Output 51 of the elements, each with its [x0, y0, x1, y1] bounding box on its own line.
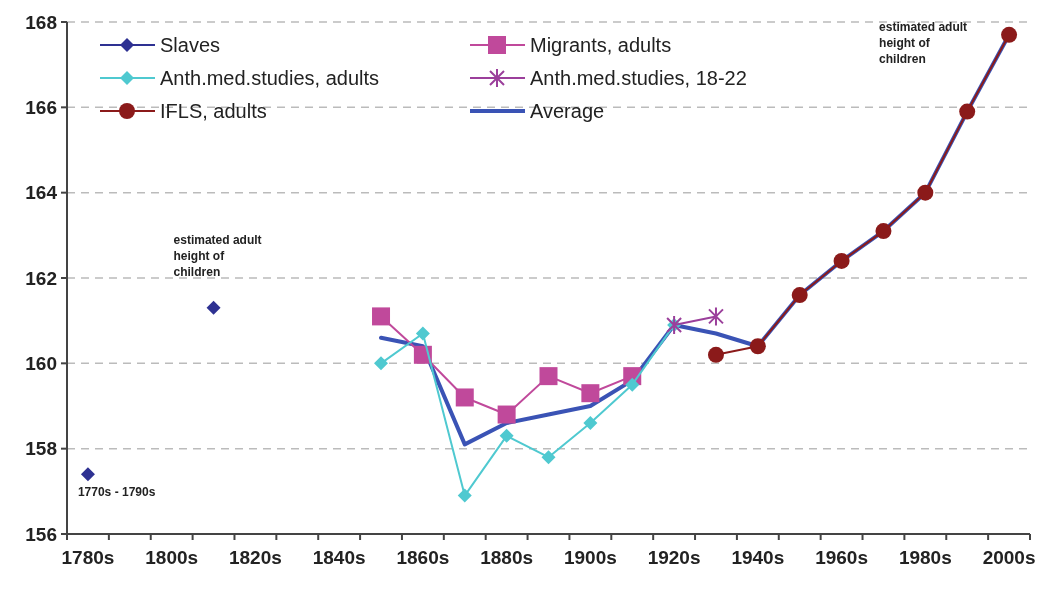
point [749, 338, 766, 355]
annotation: estimated adult height of children [173, 232, 262, 279]
x-tick-label: 2000s [982, 547, 1036, 568]
point [959, 103, 976, 120]
annotation: estimated adult height of children [879, 19, 968, 66]
y-tick-label: 162 [25, 267, 57, 289]
y-tick-label: 164 [25, 182, 58, 204]
point [1001, 26, 1018, 43]
x-tick-label: 1920s [647, 547, 701, 568]
x-tick-label: 1860s [396, 547, 450, 568]
y-tick-label: 160 [25, 352, 57, 374]
point [455, 388, 474, 407]
x-tick-label: 1820s [228, 547, 282, 568]
legend-label: Anth.med.studies, adults [160, 67, 380, 89]
point [497, 405, 516, 424]
x-tick-label: 1880s [480, 547, 534, 568]
point [80, 467, 95, 482]
point [875, 223, 892, 240]
legend-label: Slaves [160, 34, 221, 56]
x-tick-label: 1780s [61, 547, 115, 568]
point [372, 307, 391, 326]
x-tick-label: 1840s [312, 547, 366, 568]
point [707, 346, 724, 363]
annotation: 1770s - 1790s [77, 484, 156, 499]
point [917, 184, 934, 201]
y-tick-label: 168 [25, 11, 57, 33]
x-tick-label: 1940s [731, 547, 785, 568]
x-tick-label: 1800s [145, 547, 199, 568]
point [539, 367, 558, 386]
point [791, 287, 808, 304]
y-tick-label: 166 [25, 96, 57, 118]
point [583, 416, 598, 431]
point [833, 252, 850, 269]
y-tick-label: 156 [25, 523, 57, 545]
x-tick-label: 1900s [563, 547, 617, 568]
point [707, 306, 724, 327]
point [581, 384, 600, 403]
legend-label: Migrants, adults [530, 34, 672, 56]
point [206, 300, 221, 315]
point [415, 326, 430, 341]
legend-label: Anth.med.studies, 18-22 [530, 67, 747, 89]
point [541, 450, 556, 465]
y-tick-label: 158 [25, 438, 57, 460]
legend-label: Average [530, 100, 605, 122]
point [499, 428, 514, 443]
x-tick-label: 1980s [898, 547, 952, 568]
point [625, 377, 640, 392]
point [457, 488, 472, 503]
legend-label: IFLS, adults [160, 100, 267, 122]
x-tick-label: 1960s [815, 547, 869, 568]
point [374, 356, 389, 371]
